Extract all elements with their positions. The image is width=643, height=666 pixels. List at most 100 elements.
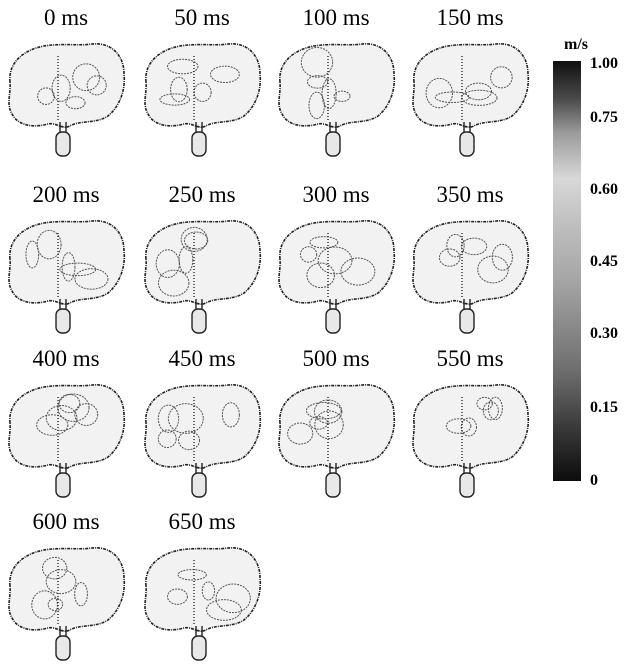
velocity-contour xyxy=(74,403,99,427)
velocity-contour xyxy=(45,405,78,432)
heart-velocity-map xyxy=(412,220,530,334)
time-panel: 450 ms xyxy=(136,345,268,500)
velocity-contour xyxy=(308,91,325,120)
time-panel: 0 ms xyxy=(0,4,132,159)
velocity-contour xyxy=(159,93,191,106)
velocity-contour xyxy=(42,556,68,580)
colorbar-tick: 0.45 xyxy=(590,253,618,270)
heart-velocity-map xyxy=(8,547,126,661)
vessel-stem xyxy=(59,463,67,473)
velocity-contour xyxy=(178,430,201,451)
colorbar-unit-label: m/s xyxy=(564,36,588,53)
velocity-contour xyxy=(157,269,190,297)
colorbar-tick: 0.75 xyxy=(590,109,618,126)
vessel-stem xyxy=(195,122,203,132)
heart-velocity-map xyxy=(8,384,126,498)
colorbar-tick: 0.15 xyxy=(590,399,618,416)
heart-velocity-map xyxy=(412,384,530,498)
velocity-contour xyxy=(157,429,177,449)
time-panel: 650 ms xyxy=(136,508,268,663)
heart-outline xyxy=(8,220,126,305)
velocity-contour xyxy=(476,396,493,411)
time-panel: 600 ms xyxy=(0,508,132,663)
velocity-contour xyxy=(309,236,339,249)
time-label: 50 ms xyxy=(174,5,230,30)
heart-velocity-map xyxy=(144,384,262,498)
heart-outline xyxy=(144,220,262,305)
heart-velocity-map xyxy=(278,384,396,498)
velocity-contour xyxy=(166,588,188,605)
vessel-stem xyxy=(59,122,67,132)
time-label: 100 ms xyxy=(302,5,370,30)
colorbar-gradient xyxy=(553,61,581,481)
vessel-stem xyxy=(329,463,337,473)
velocity-contour xyxy=(445,418,472,434)
heart-outline xyxy=(8,384,126,469)
time-panel: 100 ms xyxy=(270,4,402,159)
heart-velocity-map xyxy=(144,220,262,334)
velocity-contour xyxy=(309,416,329,430)
vessel-stem xyxy=(329,299,337,309)
heart-velocity-map xyxy=(412,43,530,157)
vessel-bulb xyxy=(55,635,71,661)
vessel-bulb xyxy=(191,308,207,334)
heart-outline xyxy=(278,220,396,305)
vessel-bulb xyxy=(325,308,341,334)
velocity-colorbar: m/s 1.00 0.75 0.60 0.45 0.30 0.15 0 xyxy=(553,36,643,496)
velocity-contour xyxy=(313,399,343,424)
vessel-stem xyxy=(463,299,471,309)
time-label: 300 ms xyxy=(302,182,370,207)
time-label: 0 ms xyxy=(43,5,89,30)
vessel-bulb xyxy=(55,472,71,498)
velocity-contour xyxy=(51,74,71,102)
heart-outline xyxy=(278,43,396,128)
vessel-stem xyxy=(463,122,471,132)
velocity-contour xyxy=(477,255,509,284)
velocity-contour xyxy=(36,229,62,260)
time-panel: 150 ms xyxy=(404,4,536,159)
velocity-contour xyxy=(170,76,188,103)
time-panel: 50 ms xyxy=(136,4,268,159)
velocity-contour xyxy=(438,248,461,267)
velocity-contour xyxy=(201,581,216,601)
velocity-contour xyxy=(25,240,40,269)
heart-outline xyxy=(8,43,126,128)
velocity-contour xyxy=(74,268,109,290)
time-label: 250 ms xyxy=(168,182,236,207)
vessel-bulb xyxy=(191,472,207,498)
vessel-stem xyxy=(195,626,203,636)
time-panel: 300 ms xyxy=(270,181,402,336)
velocity-contour xyxy=(490,66,513,89)
velocity-contour xyxy=(464,82,493,101)
time-panel: 200 ms xyxy=(0,181,132,336)
vessel-stem xyxy=(59,626,67,636)
time-panel: 550 ms xyxy=(404,345,536,500)
velocity-contour xyxy=(487,396,503,421)
colorbar-tick: 0.60 xyxy=(590,181,618,198)
vessel-bulb xyxy=(325,131,341,157)
velocity-contour xyxy=(177,569,207,581)
time-panel: 350 ms xyxy=(404,181,536,336)
heart-outline xyxy=(8,547,126,632)
time-panel: 500 ms xyxy=(270,345,402,500)
heart-velocity-map xyxy=(8,43,126,157)
heart-outline xyxy=(278,384,396,469)
heart-velocity-map xyxy=(144,43,262,157)
velocity-contour xyxy=(317,246,353,275)
time-panel: 250 ms xyxy=(136,181,268,336)
velocity-contour xyxy=(306,75,329,89)
vessel-bulb xyxy=(459,131,475,157)
time-label: 500 ms xyxy=(302,346,370,371)
velocity-contour xyxy=(460,417,477,437)
velocity-contour xyxy=(306,262,335,289)
heart-outline xyxy=(412,43,530,128)
velocity-contour xyxy=(221,402,240,428)
velocity-contour xyxy=(65,96,86,110)
heart-velocity-map xyxy=(278,43,396,157)
velocity-contour xyxy=(491,243,513,271)
velocity-contour xyxy=(305,402,342,420)
velocity-contour xyxy=(461,89,498,106)
velocity-contour xyxy=(178,246,194,274)
velocity-contour xyxy=(215,583,251,614)
time-label: 550 ms xyxy=(436,346,504,371)
